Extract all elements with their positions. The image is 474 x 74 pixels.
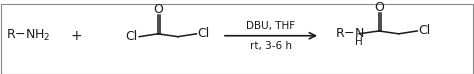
- Text: Cl: Cl: [125, 30, 137, 43]
- Text: Cl: Cl: [198, 27, 210, 40]
- Text: R$-$NH$_2$: R$-$NH$_2$: [6, 28, 50, 43]
- Text: DBU, THF: DBU, THF: [246, 21, 296, 31]
- Text: Cl: Cl: [418, 24, 430, 37]
- Text: R$-$N: R$-$N: [335, 27, 365, 40]
- Text: rt, 3-6 h: rt, 3-6 h: [250, 41, 292, 51]
- Text: +: +: [70, 29, 82, 43]
- FancyBboxPatch shape: [0, 4, 474, 74]
- Text: O: O: [153, 3, 163, 16]
- Text: O: O: [374, 1, 384, 14]
- Text: H: H: [355, 37, 363, 47]
